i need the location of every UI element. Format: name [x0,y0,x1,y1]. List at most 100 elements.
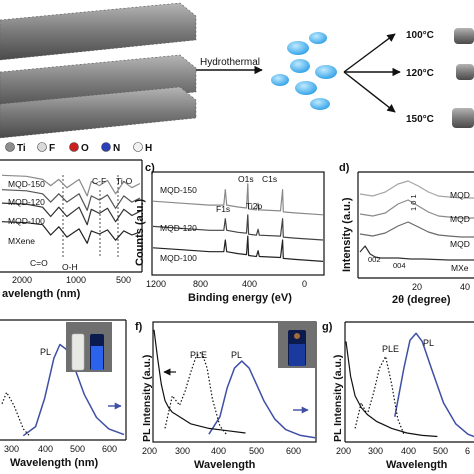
tick-label: 500 [70,444,85,454]
panel-c-spectra [152,183,324,262]
tick-label: 200 [336,446,351,456]
quantum-dot [287,41,309,55]
annotation-101: 1 0 1 [409,194,418,211]
tick-label: 400 [242,279,257,289]
series-line-mqd [359,199,474,219]
series-label-mqd150: MQD-150 [160,185,197,195]
series-line-mqd [359,221,474,238]
quantum-dot [315,65,337,79]
mxene-layers-illustration [0,2,197,139]
x-axis-label: 2θ (degree) [392,294,451,306]
series-line-mqd-100 [1,202,141,226]
series-label-mqd120: MQD-120 [160,223,197,233]
quantum-dots [271,32,337,110]
series-line-mqd-120 [1,189,141,211]
tick-label: 600 [286,446,301,456]
atom-label-h: H [145,143,152,154]
pl-label: PL [231,350,242,360]
temp-label-120: 120°C [406,68,434,79]
x-axis-label: Binding energy (eV) [188,292,292,304]
atom-label-f: F [49,143,55,154]
series-line-mqd-150 [1,174,141,197]
tick-label: 600 [102,444,117,454]
y-axis-label: PL Intensity (a.u.) [332,355,344,442]
tick-label: 500 [116,275,131,285]
x-axis-label: Wavelength [194,459,256,471]
tick-label: 500 [433,446,448,456]
panel-g: g) PLE PL 200 300 400 500 6 Wavelength P… [322,321,474,471]
tick-label: 300 [368,446,383,456]
atom-label-o: O [81,143,89,154]
series-label-mqd150: MQD-150 [8,179,45,189]
tick-label: 400 [211,446,226,456]
series-line-ple [164,351,228,436]
tick-label: 2000 [12,275,32,285]
peak-label-c1s: C1s [262,174,277,184]
series-line-mqd-100 [152,235,324,262]
atom-label-n: N [113,143,120,154]
series-line-mxe [359,245,474,261]
panel-g-spectra [345,332,474,438]
quantum-dot [295,81,317,95]
vial-photo-inset [66,322,112,372]
product-clusters [452,28,474,128]
atom-swatch-n [101,142,111,152]
series-label: MQD [450,214,470,224]
temp-label-150: 150°C [406,114,434,125]
panel-d: d) MQD MQD MQD MXe 002 004 1 0 1 20 40 2… [339,162,474,306]
series-line-pl [394,332,474,438]
pl-label: PL [423,338,434,348]
series-line-mqd-150 [152,183,324,216]
quantum-dot [309,32,327,44]
panel-e: PL 300 400 500 600 Wavelength (nm) [0,319,127,469]
tick-label: 300 [175,446,190,456]
ple-label: PLE [190,350,207,360]
panel-b-spectra [1,174,141,244]
vial-photo-inset [278,322,316,368]
tick-label: 1000 [66,275,86,285]
tick-label: 200 [142,446,157,456]
panel-f: f) PLE PL 200 300 400 500 600 Wavelength… [135,321,317,471]
ple-label: PLE [382,344,399,354]
tick-label: 400 [38,444,53,454]
temperature-arrows [343,33,401,113]
tick-label: 0 [302,279,307,289]
tick-label: 400 [401,446,416,456]
tick-label: 20 [412,282,422,292]
series-label-mxene: MXene [8,236,35,246]
series-line-ple [1,391,30,437]
atom-swatch-h [133,142,143,152]
panel-label-g: g) [322,321,333,333]
series-line-mxene [1,221,141,244]
panel-d-patterns [359,180,474,261]
series-line-absorption [345,341,438,438]
annotation-cf: C-F [92,176,106,186]
series-label-mqd100: MQD-100 [8,216,45,226]
series-label: MQD [450,190,470,200]
hydrothermal-label: Hydrothermal [200,57,260,68]
annotation-002: 002 [368,255,381,264]
plot-frame [151,171,325,276]
y-axis-label: Counts (a.u.) [134,198,146,266]
pl-label: PL [40,347,51,357]
series-label: MQD [450,239,470,249]
tick-label: 6 [465,446,470,456]
y-axis-label: PL Intensity (a.u.) [141,355,153,442]
atom-swatch-ti [5,142,15,152]
annotation-co: C=O [30,258,48,268]
atom-label-ti: Ti [17,143,26,154]
series-line-mqd-120 [152,214,324,241]
annotation-tio: Ti-O [116,176,133,186]
series-label-mqd100: MQD-100 [160,253,197,263]
tick-label: 300 [4,444,19,454]
series-line-absorption [153,329,246,434]
series-line-pl [208,360,316,439]
panel-f-spectra [153,329,316,439]
vial-daylight [71,333,85,371]
panel-label-c: c) [145,162,155,174]
peak-label-ti2p: Ti2p [246,201,262,211]
quantum-dot [290,59,310,73]
tick-label: 500 [249,446,264,456]
annotation-004: 004 [393,261,406,270]
